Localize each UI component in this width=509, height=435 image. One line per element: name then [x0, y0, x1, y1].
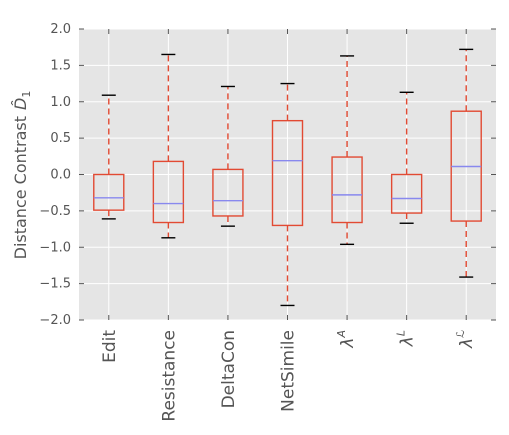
- x-category-label: Edit: [100, 330, 120, 363]
- box: [271, 119, 304, 227]
- box: [331, 156, 363, 224]
- y-tick-label: −0.5: [39, 204, 71, 219]
- box: [212, 168, 244, 217]
- box: [390, 173, 423, 214]
- box: [152, 160, 185, 224]
- y-tick-label: 1.5: [50, 58, 71, 73]
- box: [93, 173, 125, 211]
- y-axis-title: Distance ContrastD̂1: [11, 91, 33, 260]
- y-tick-label: 0.0: [50, 168, 71, 183]
- y-tick-label: 1.0: [50, 95, 71, 110]
- x-category-label: λA: [335, 330, 358, 349]
- x-category-label: Resistance: [159, 330, 179, 422]
- y-tick-label: −1.5: [39, 277, 71, 292]
- y-tick-label: 0.5: [50, 131, 71, 146]
- y-tick-label: 2.0: [50, 22, 71, 37]
- x-category-label: λℒ: [454, 330, 477, 349]
- y-tick-label: −2.0: [39, 313, 71, 328]
- x-category-label: NetSimile: [279, 330, 299, 412]
- x-category-label: λL: [395, 330, 418, 347]
- x-category-label: DeltaCon: [219, 330, 239, 408]
- y-tick-label: −1.0: [39, 240, 71, 255]
